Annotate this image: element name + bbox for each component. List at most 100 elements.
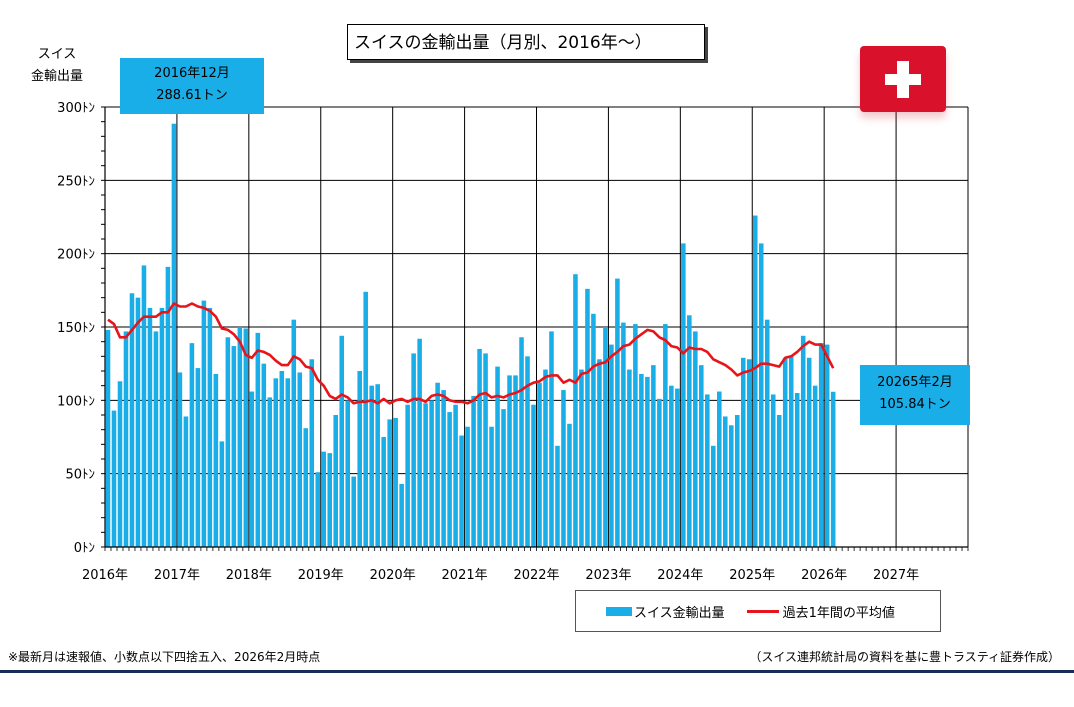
y-tick-label: 100ﾄﾝ (57, 394, 95, 409)
y-tick-labels: 0ﾄﾝ 50ﾄﾝ 100ﾄﾝ 150ﾄﾝ 200ﾄﾝ 250ﾄﾝ 300ﾄﾝ (57, 101, 95, 556)
bar (357, 371, 362, 547)
bar (393, 417, 398, 547)
bar (207, 307, 213, 547)
bar (705, 394, 710, 547)
x-tick-label: 2016年 (82, 568, 128, 583)
bar (447, 412, 452, 547)
bar (537, 382, 542, 547)
bar (776, 415, 782, 547)
bar (435, 382, 440, 547)
x-tick-label: 2020年 (370, 568, 416, 583)
bar (345, 400, 350, 547)
bar (818, 343, 824, 547)
bar (788, 356, 794, 547)
x-tick-labels: 2016年 2017年 2018年 2019年 2020年 2021年 2022年 2023年… (82, 568, 919, 583)
bar (135, 297, 141, 547)
bar (573, 274, 578, 547)
bar (297, 372, 303, 547)
bar (477, 349, 482, 547)
y-axis-label-line1: スイス (37, 47, 77, 62)
bar (525, 356, 530, 547)
bar (513, 375, 518, 547)
bar (291, 319, 297, 547)
bar (579, 369, 584, 547)
bar (285, 378, 291, 547)
bar (315, 472, 321, 547)
bar (153, 331, 159, 547)
peak-callout-value: 288.61トン (156, 88, 228, 103)
bar (543, 369, 548, 547)
bar (681, 243, 686, 547)
latest-callout-value: 105.84トン (879, 397, 951, 412)
bar (381, 437, 386, 547)
bar (687, 315, 692, 547)
bar (165, 266, 171, 547)
x-tick-label: 2026年 (801, 568, 847, 583)
bar (249, 391, 255, 547)
peak-callout: 2016年12月 288.61トン (120, 58, 264, 114)
bar (399, 483, 404, 547)
bar (507, 375, 512, 547)
bar (123, 331, 129, 547)
bar (471, 395, 476, 547)
bar (621, 322, 626, 547)
bar (824, 344, 830, 547)
bar (717, 391, 722, 547)
bar (693, 331, 698, 547)
bar (423, 403, 428, 547)
y-axis-label-line2: 金輸出量 (30, 69, 83, 84)
bar (495, 366, 500, 547)
bar (740, 357, 746, 547)
legend-line-swatch (746, 609, 779, 613)
bar (117, 381, 123, 547)
bar (615, 278, 620, 547)
y-tick-label: 250ﾄﾝ (57, 174, 95, 189)
bar (597, 359, 602, 547)
bar (459, 435, 464, 547)
bar (219, 441, 225, 547)
axes (101, 106, 969, 551)
bar (663, 324, 668, 547)
bar (273, 378, 279, 547)
bar (465, 426, 470, 547)
x-tick-label: 2024年 (657, 568, 703, 583)
bar (669, 385, 674, 547)
bar (267, 397, 273, 547)
legend-bar-label: スイス金輸出量 (634, 605, 725, 621)
bar (309, 359, 315, 547)
bar (441, 390, 446, 547)
bar (639, 373, 644, 547)
bar (405, 404, 410, 547)
y-tick-label: 300ﾄﾝ (57, 101, 95, 116)
bar (339, 335, 345, 547)
bar (333, 415, 339, 547)
bar (728, 425, 734, 547)
bar (806, 357, 812, 547)
bar (591, 313, 596, 547)
bar (800, 335, 806, 547)
bar (830, 391, 836, 547)
bar (675, 388, 680, 547)
x-tick-label: 2022年 (513, 568, 559, 583)
bar (483, 353, 488, 547)
bar (723, 416, 728, 547)
x-tick-label: 2018年 (226, 568, 272, 583)
bar (189, 343, 195, 547)
bar (351, 476, 356, 547)
bar (657, 398, 662, 547)
bar (746, 359, 752, 547)
bar (609, 344, 614, 547)
bar (231, 346, 237, 547)
bar-series (105, 123, 836, 548)
y-tick-label: 200ﾄﾝ (57, 248, 95, 263)
bar (129, 293, 135, 547)
bar (555, 445, 560, 547)
swiss-flag-icon (860, 46, 946, 112)
bar (758, 243, 764, 547)
bar (171, 123, 177, 548)
legend-line-label: 過去1年間の平均値 (782, 605, 895, 621)
bar (279, 371, 285, 547)
bar (734, 415, 740, 547)
bar (387, 419, 392, 547)
